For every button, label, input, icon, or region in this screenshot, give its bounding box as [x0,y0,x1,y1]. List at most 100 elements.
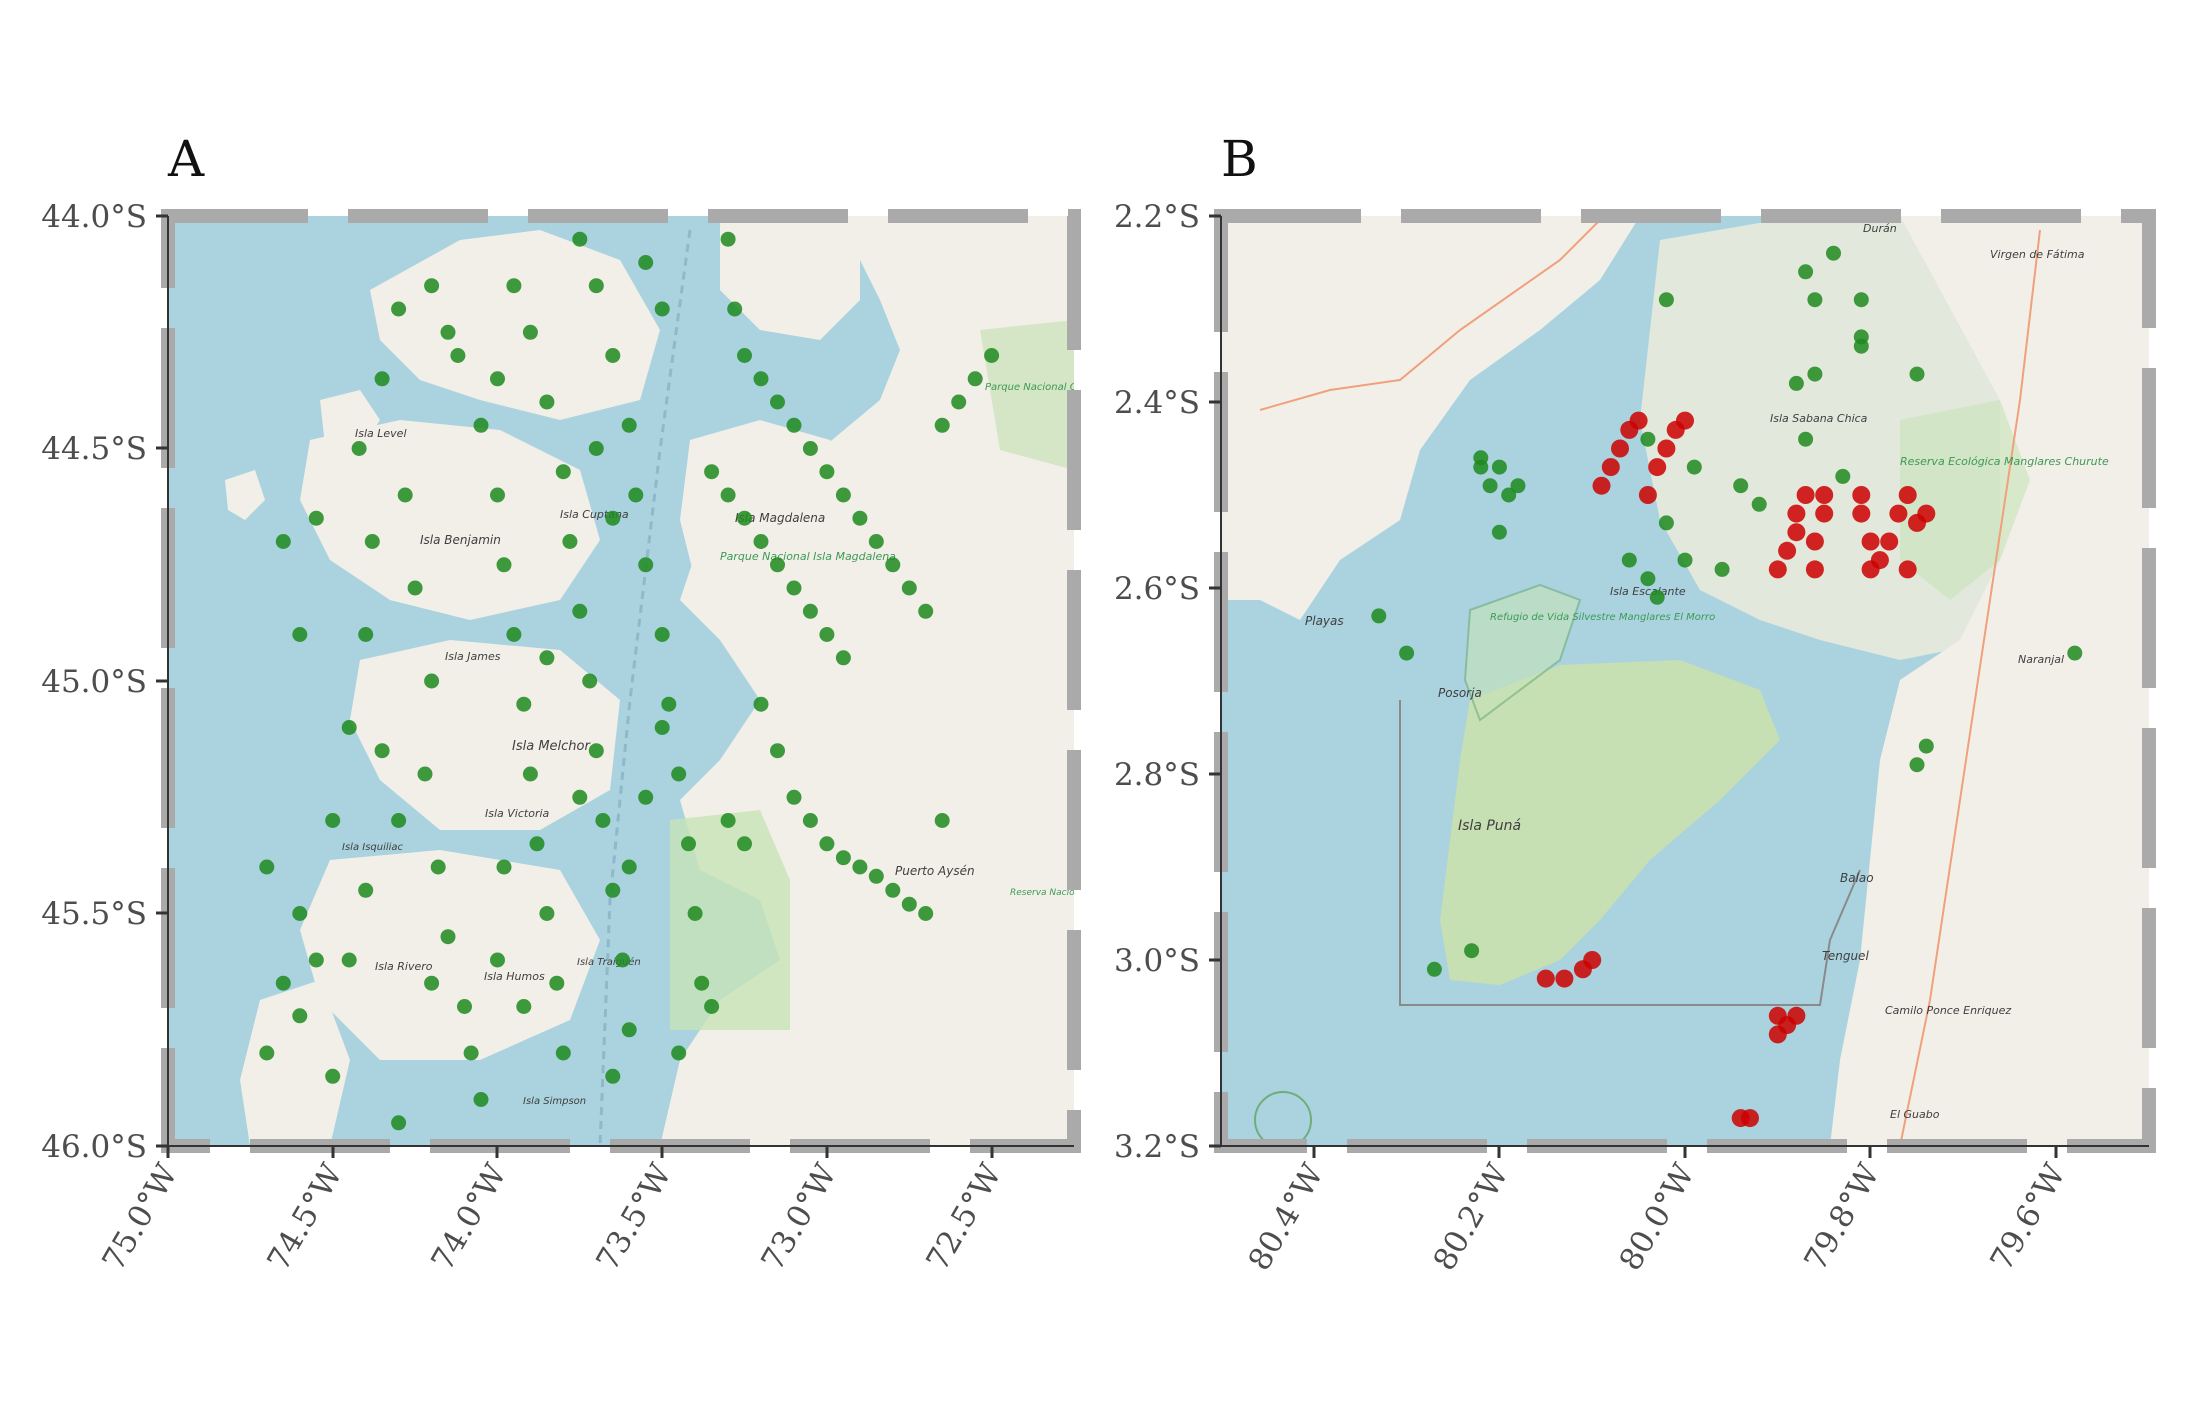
green-data-point [621,859,637,875]
red-data-point [1852,504,1871,523]
green-data-point [704,999,720,1014]
green-data-point [605,1068,621,1084]
green-data-point [424,278,440,294]
green-data-point [615,952,631,968]
green-data-point [885,557,901,573]
green-data-point [549,975,565,991]
red-data-point [1880,532,1899,551]
green-data-point [1649,589,1665,605]
map-label-camilo-ponce: Camilo Ponce Enriquez [1885,1004,2011,1017]
green-data-point [292,906,308,921]
green-data-point [802,813,818,828]
red-data-point [1870,551,1889,570]
green-data-point [638,789,654,805]
green-data-point [1399,645,1415,661]
green-data-point [1510,478,1526,494]
green-data-point [694,975,710,991]
green-data-point [720,487,736,503]
green-data-point [463,1045,479,1061]
green-data-point [522,324,538,340]
green-data-point [308,510,324,526]
green-data-point [1473,459,1489,475]
green-data-point [753,696,769,712]
green-data-point [582,673,598,689]
red-data-point [1638,486,1657,504]
green-data-point [819,627,835,642]
green-data-point [1918,738,1934,754]
a-y-tick-label: 45.0°S [41,664,147,700]
green-data-point [1491,459,1507,475]
green-data-point [1909,757,1925,773]
green-data-point [1501,487,1517,503]
b-x-tick-label: 79.8°W [1798,1158,1887,1277]
green-data-point [496,859,512,875]
green-data-point [457,999,472,1014]
a-x-tick-label: 73.0°W [755,1158,844,1277]
north-coast-land [1221,216,1640,620]
marker-circle [1254,1091,1312,1146]
red-data-point [1648,458,1667,477]
map-label-el-guabo: El Guabo [1890,1108,1940,1121]
green-data-point [868,868,884,884]
map-label-playas: Playas [1305,614,1344,628]
green-data-point [770,557,785,573]
green-data-point [1464,943,1480,959]
green-data-point [424,975,440,991]
green-data-point [506,627,522,642]
green-data-point [1751,496,1767,512]
green-data-point [572,789,588,805]
green-data-point [417,766,433,782]
green-data-point [440,929,456,945]
national-park-area [670,810,790,1030]
red-data-point [1805,560,1824,579]
panel-b-y-axis: 2.2°S 2.4°S 2.6°S 2.8°S 3.0°S 3.2°S [1114,199,1222,1165]
green-data-point [819,836,835,852]
green-data-point [391,1115,407,1131]
green-data-point [1826,245,1841,261]
green-data-point [852,510,868,526]
b-y-tick-label: 2.2°S [1114,199,1200,235]
map-label-balao: Balao [1840,871,1874,885]
a-x-tick-label: 74.5°W [261,1158,350,1277]
green-data-point [275,534,291,549]
park-label-el-morro: Refugio de Vida Silvestre Manglares El M… [1490,612,1715,623]
green-data-point [868,534,884,549]
green-data-point [605,348,621,363]
green-data-point [621,1022,637,1038]
panel-a-map[interactable]: Isla Level Isla Benjamin Isla Cuptana Is… [168,216,1147,1146]
map-label-isla-sabana-chica: Isla Sabana Chica [1770,412,1868,425]
green-data-point [364,534,380,549]
green-data-point [391,301,407,317]
red-data-point [1917,504,1936,523]
red-data-point [1657,439,1676,458]
panel-a-points [259,231,1000,1131]
green-data-point [1491,524,1507,540]
green-data-point [1853,338,1869,354]
green-data-point [555,464,571,480]
red-data-point [1787,504,1806,523]
green-data-point [430,859,446,875]
green-data-point [654,720,670,735]
b-x-tick-label: 80.2°W [1427,1158,1516,1277]
green-data-point [358,627,374,642]
green-data-point [1677,552,1693,568]
map-label-isla-james: Isla James [445,650,501,663]
panel-b-letter: B [1221,130,1258,188]
map-label-isla-simpson: Isla Simpson [523,1096,586,1107]
red-data-point [1796,486,1815,504]
red-data-point [1852,486,1871,504]
green-data-point [539,906,555,921]
green-data-point [835,650,851,666]
red-data-point [1768,560,1787,579]
green-data-point [407,580,423,596]
southwest-land [240,980,350,1146]
green-data-point [259,1045,275,1061]
b-y-tick-label: 2.4°S [1114,385,1200,421]
green-data-point [1807,366,1823,382]
green-data-point [605,882,621,898]
green-data-point [506,278,522,294]
map-label-isla-puna: Isla Puná [1458,818,1521,834]
panel-b-map[interactable]: Playas Posorja Isla Puná Isla Sabana Chi… [1221,216,2149,1148]
green-data-point [473,1092,489,1107]
